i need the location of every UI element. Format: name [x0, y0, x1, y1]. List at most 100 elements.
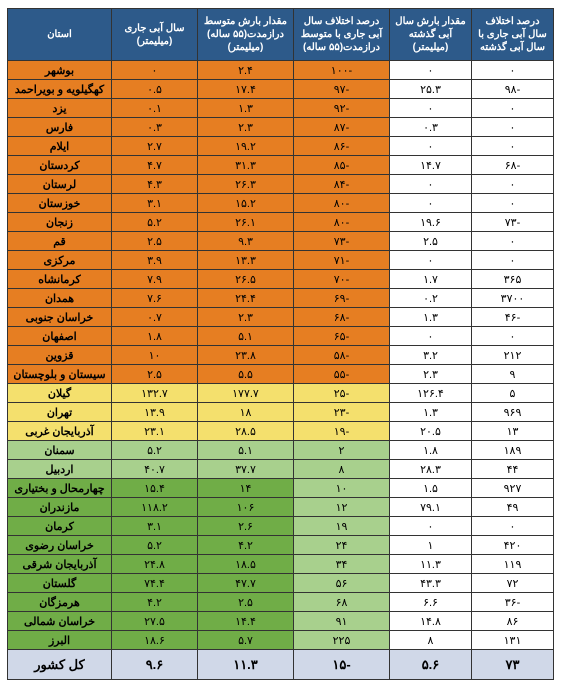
cell-pct-prev: ۲۱۲ [472, 346, 554, 365]
cell-current: ۴.۷ [112, 156, 198, 175]
cell-current: ۵.۲ [112, 213, 198, 232]
header-prev-year: مقدار بارش سال آبی گذشته (میلیمتر) [390, 9, 472, 61]
cell-pct-avg: ۱۲ [294, 498, 390, 517]
cell-avg-55yr: ۲.۳ [198, 118, 294, 137]
cell-pct-prev: ۹۲۷ [472, 479, 554, 498]
total-row: ۷۳ ۵.۶ -۱۵ ۱۱.۳ ۹.۶ کل کشور [8, 650, 554, 680]
cell-current: ۰ [112, 61, 198, 80]
cell-pct-prev: ۴۹ [472, 498, 554, 517]
cell-province: اردبیل [8, 460, 112, 479]
table-row: ۰۲.۵-۷۳۹.۳۲.۵قم [8, 232, 554, 251]
table-row: -۷۳۱۹.۶-۸۰۲۶.۱۵.۲زنجان [8, 213, 554, 232]
table-row: ۰۰-۷۱۱۳.۳۳.۹مرکزی [8, 251, 554, 270]
cell-current: ۷۴.۴ [112, 574, 198, 593]
cell-pct-avg: -۱۹ [294, 422, 390, 441]
cell-pct-avg: -۱۰۰ [294, 61, 390, 80]
table-row: ۰۰-۹۲۱.۳۰.۱یزد [8, 99, 554, 118]
cell-current: ۱.۸ [112, 327, 198, 346]
cell-current: ۷.۹ [112, 270, 198, 289]
cell-current: ۴۰.۷ [112, 460, 198, 479]
cell-province: خراسان جنوبی [8, 308, 112, 327]
cell-avg-55yr: ۵.۱ [198, 441, 294, 460]
cell-prev-year: ۰ [390, 137, 472, 156]
cell-current: ۰.۳ [112, 118, 198, 137]
cell-current: ۰.۷ [112, 308, 198, 327]
cell-pct-avg: ۲۲۵ [294, 631, 390, 650]
cell-prev-year: ۰ [390, 327, 472, 346]
table-row: ۳۶۵۱.۷-۷۰۲۶.۵۷.۹کرمانشاه [8, 270, 554, 289]
cell-prev-year: ۸ [390, 631, 472, 650]
cell-avg-55yr: ۱۰۶ [198, 498, 294, 517]
table-row: ۳۷۰۰۰.۲-۶۹۲۴.۴۷.۶همدان [8, 289, 554, 308]
cell-prev-year: ۰ [390, 251, 472, 270]
cell-prev-year: ۰.۳ [390, 118, 472, 137]
cell-pct-prev: ۷۲ [472, 574, 554, 593]
cell-pct-prev: ۰ [472, 194, 554, 213]
cell-avg-55yr: ۲.۶ [198, 517, 294, 536]
cell-pct-prev: ۰ [472, 118, 554, 137]
cell-pct-prev: ۱۳۱ [472, 631, 554, 650]
cell-avg-55yr: ۲.۴ [198, 61, 294, 80]
cell-avg-55yr: ۱۸ [198, 403, 294, 422]
table-row: ۲۱۲۳.۲-۵۸۲۳.۸۱۰قزوین [8, 346, 554, 365]
cell-avg-55yr: ۱۵.۲ [198, 194, 294, 213]
cell-pct-avg: -۸۰ [294, 194, 390, 213]
cell-prev-year: ۳.۲ [390, 346, 472, 365]
cell-pct-avg: ۱۰ [294, 479, 390, 498]
header-avg-55yr: مقدار بارش متوسط درازمدت(۵۵ ساله) (میلیم… [198, 9, 294, 61]
cell-pct-avg: -۹۲ [294, 99, 390, 118]
table-row: ۵۱۲۶.۴-۲۵۱۷۷.۷۱۳۲.۷گیلان [8, 384, 554, 403]
cell-province: زنجان [8, 213, 112, 232]
cell-pct-prev: ۱۳ [472, 422, 554, 441]
table-row: ۴۹۷۹.۱۱۲۱۰۶۱۱۸.۲مازندران [8, 498, 554, 517]
cell-avg-55yr: ۴.۲ [198, 536, 294, 555]
cell-prev-year: ۱۴.۷ [390, 156, 472, 175]
cell-pct-avg: ۸ [294, 460, 390, 479]
cell-pct-prev: -۳۶ [472, 593, 554, 612]
table-row: ۱۳۲۰.۵-۱۹۲۸.۵۲۳.۱آذربایجان غربی [8, 422, 554, 441]
cell-prev-year: ۲۸.۳ [390, 460, 472, 479]
cell-pct-prev: ۴۴ [472, 460, 554, 479]
cell-pct-prev: ۰ [472, 517, 554, 536]
total-prev-year: ۵.۶ [390, 650, 472, 680]
cell-pct-prev: -۷۳ [472, 213, 554, 232]
cell-pct-avg: -۶۵ [294, 327, 390, 346]
cell-current: ۲.۵ [112, 365, 198, 384]
cell-pct-prev: -۶۸ [472, 156, 554, 175]
cell-prev-year: ۱۹.۶ [390, 213, 472, 232]
cell-avg-55yr: ۱۹.۲ [198, 137, 294, 156]
cell-current: ۱۰ [112, 346, 198, 365]
cell-avg-55yr: ۲۳.۸ [198, 346, 294, 365]
cell-prev-year: ۰ [390, 175, 472, 194]
cell-province: آذربایجان غربی [8, 422, 112, 441]
cell-prev-year: ۲۰.۵ [390, 422, 472, 441]
table-row: ۱۳۱۸۲۲۵۵.۷۱۸.۶البرز [8, 631, 554, 650]
cell-avg-55yr: ۱۷.۴ [198, 80, 294, 99]
cell-province: مرکزی [8, 251, 112, 270]
cell-province: تهران [8, 403, 112, 422]
cell-prev-year: ۴۳.۳ [390, 574, 472, 593]
cell-avg-55yr: ۱۷۷.۷ [198, 384, 294, 403]
cell-prev-year: ۲.۳ [390, 365, 472, 384]
cell-pct-prev: ۱۸۹ [472, 441, 554, 460]
cell-avg-55yr: ۲۶.۳ [198, 175, 294, 194]
table-row: ۰۰.۳-۸۷۲.۳۰.۳فارس [8, 118, 554, 137]
cell-current: ۱۱۸.۲ [112, 498, 198, 517]
cell-current: ۳.۱ [112, 517, 198, 536]
cell-pct-avg: -۸۶ [294, 137, 390, 156]
cell-pct-prev: ۱۱۹ [472, 555, 554, 574]
cell-current: ۲.۵ [112, 232, 198, 251]
cell-avg-55yr: ۱۴ [198, 479, 294, 498]
cell-pct-avg: -۸۵ [294, 156, 390, 175]
cell-pct-prev: ۰ [472, 232, 554, 251]
cell-prev-year: ۷۹.۱ [390, 498, 472, 517]
cell-avg-55yr: ۱۸.۵ [198, 555, 294, 574]
cell-pct-avg: -۷۳ [294, 232, 390, 251]
cell-prev-year: ۱۴.۸ [390, 612, 472, 631]
cell-pct-prev: ۹ [472, 365, 554, 384]
total-pct-avg: -۱۵ [294, 650, 390, 680]
cell-province: خوزستان [8, 194, 112, 213]
cell-province: اصفهان [8, 327, 112, 346]
cell-prev-year: ۰ [390, 99, 472, 118]
cell-pct-avg: -۲۵ [294, 384, 390, 403]
